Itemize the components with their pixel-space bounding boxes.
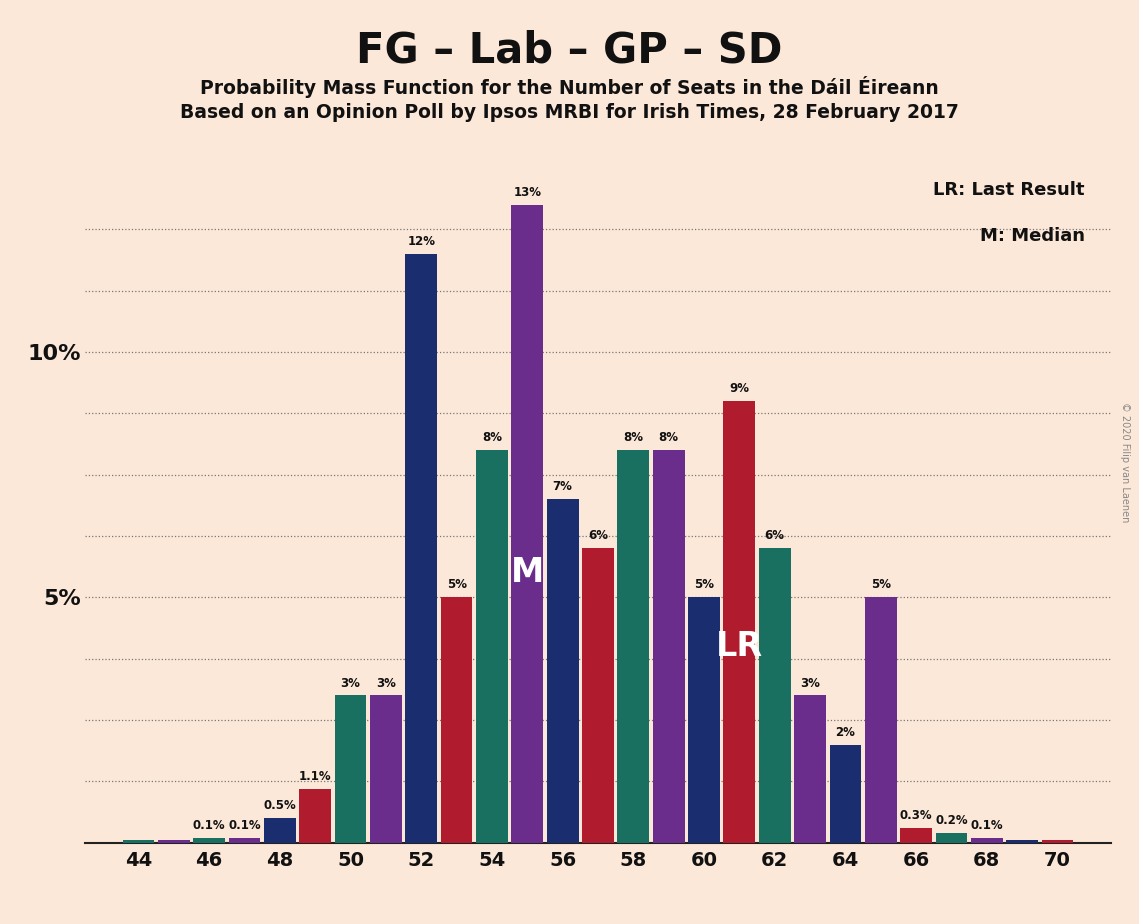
Text: 9%: 9% bbox=[729, 383, 749, 395]
Bar bbox=[582, 548, 614, 843]
Text: 2%: 2% bbox=[836, 725, 855, 738]
Bar bbox=[688, 597, 720, 843]
Bar bbox=[547, 499, 579, 843]
Text: 5%: 5% bbox=[870, 578, 891, 591]
Bar bbox=[865, 597, 896, 843]
Bar bbox=[476, 450, 508, 843]
Bar bbox=[723, 401, 755, 843]
Text: 0.5%: 0.5% bbox=[263, 799, 296, 812]
Text: 13%: 13% bbox=[514, 186, 541, 199]
Bar bbox=[1041, 840, 1073, 843]
Text: 6%: 6% bbox=[764, 529, 785, 542]
Bar bbox=[829, 745, 861, 843]
Bar bbox=[900, 828, 932, 843]
Text: 3%: 3% bbox=[376, 676, 396, 689]
Text: M: M bbox=[510, 556, 544, 590]
Text: 0.2%: 0.2% bbox=[935, 814, 968, 827]
Text: 8%: 8% bbox=[482, 432, 502, 444]
Bar bbox=[617, 450, 649, 843]
Text: FG – Lab – GP – SD: FG – Lab – GP – SD bbox=[357, 30, 782, 71]
Bar bbox=[1006, 840, 1038, 843]
Bar bbox=[194, 838, 226, 843]
Text: 8%: 8% bbox=[658, 432, 679, 444]
Text: LR: LR bbox=[715, 630, 763, 663]
Text: 0.1%: 0.1% bbox=[192, 819, 226, 832]
Text: 12%: 12% bbox=[408, 235, 435, 248]
Text: M: Median: M: Median bbox=[980, 227, 1084, 245]
Bar bbox=[229, 838, 261, 843]
Text: Probability Mass Function for the Number of Seats in the Dáil Éireann: Probability Mass Function for the Number… bbox=[200, 76, 939, 98]
Text: Based on an Opinion Poll by Ipsos MRBI for Irish Times, 28 February 2017: Based on an Opinion Poll by Ipsos MRBI f… bbox=[180, 103, 959, 123]
Text: 0.3%: 0.3% bbox=[900, 809, 933, 822]
Bar bbox=[794, 696, 826, 843]
Bar bbox=[970, 838, 1002, 843]
Bar bbox=[405, 254, 437, 843]
Bar bbox=[264, 818, 296, 843]
Text: 5%: 5% bbox=[446, 578, 467, 591]
Text: 3%: 3% bbox=[800, 676, 820, 689]
Text: 8%: 8% bbox=[623, 432, 644, 444]
Bar bbox=[441, 597, 473, 843]
Bar bbox=[370, 696, 402, 843]
Bar bbox=[158, 840, 190, 843]
Text: 5%: 5% bbox=[694, 578, 714, 591]
Bar bbox=[300, 789, 331, 843]
Bar bbox=[335, 696, 367, 843]
Bar bbox=[123, 840, 155, 843]
Text: 6%: 6% bbox=[588, 529, 608, 542]
Text: 7%: 7% bbox=[552, 480, 573, 493]
Bar bbox=[511, 205, 543, 843]
Bar bbox=[653, 450, 685, 843]
Text: 3%: 3% bbox=[341, 676, 360, 689]
Text: 1.1%: 1.1% bbox=[298, 770, 331, 783]
Text: 0.1%: 0.1% bbox=[970, 819, 1003, 832]
Bar bbox=[759, 548, 790, 843]
Text: © 2020 Filip van Laenen: © 2020 Filip van Laenen bbox=[1121, 402, 1130, 522]
Text: 0.1%: 0.1% bbox=[228, 819, 261, 832]
Bar bbox=[935, 833, 967, 843]
Text: LR: Last Result: LR: Last Result bbox=[933, 181, 1084, 199]
